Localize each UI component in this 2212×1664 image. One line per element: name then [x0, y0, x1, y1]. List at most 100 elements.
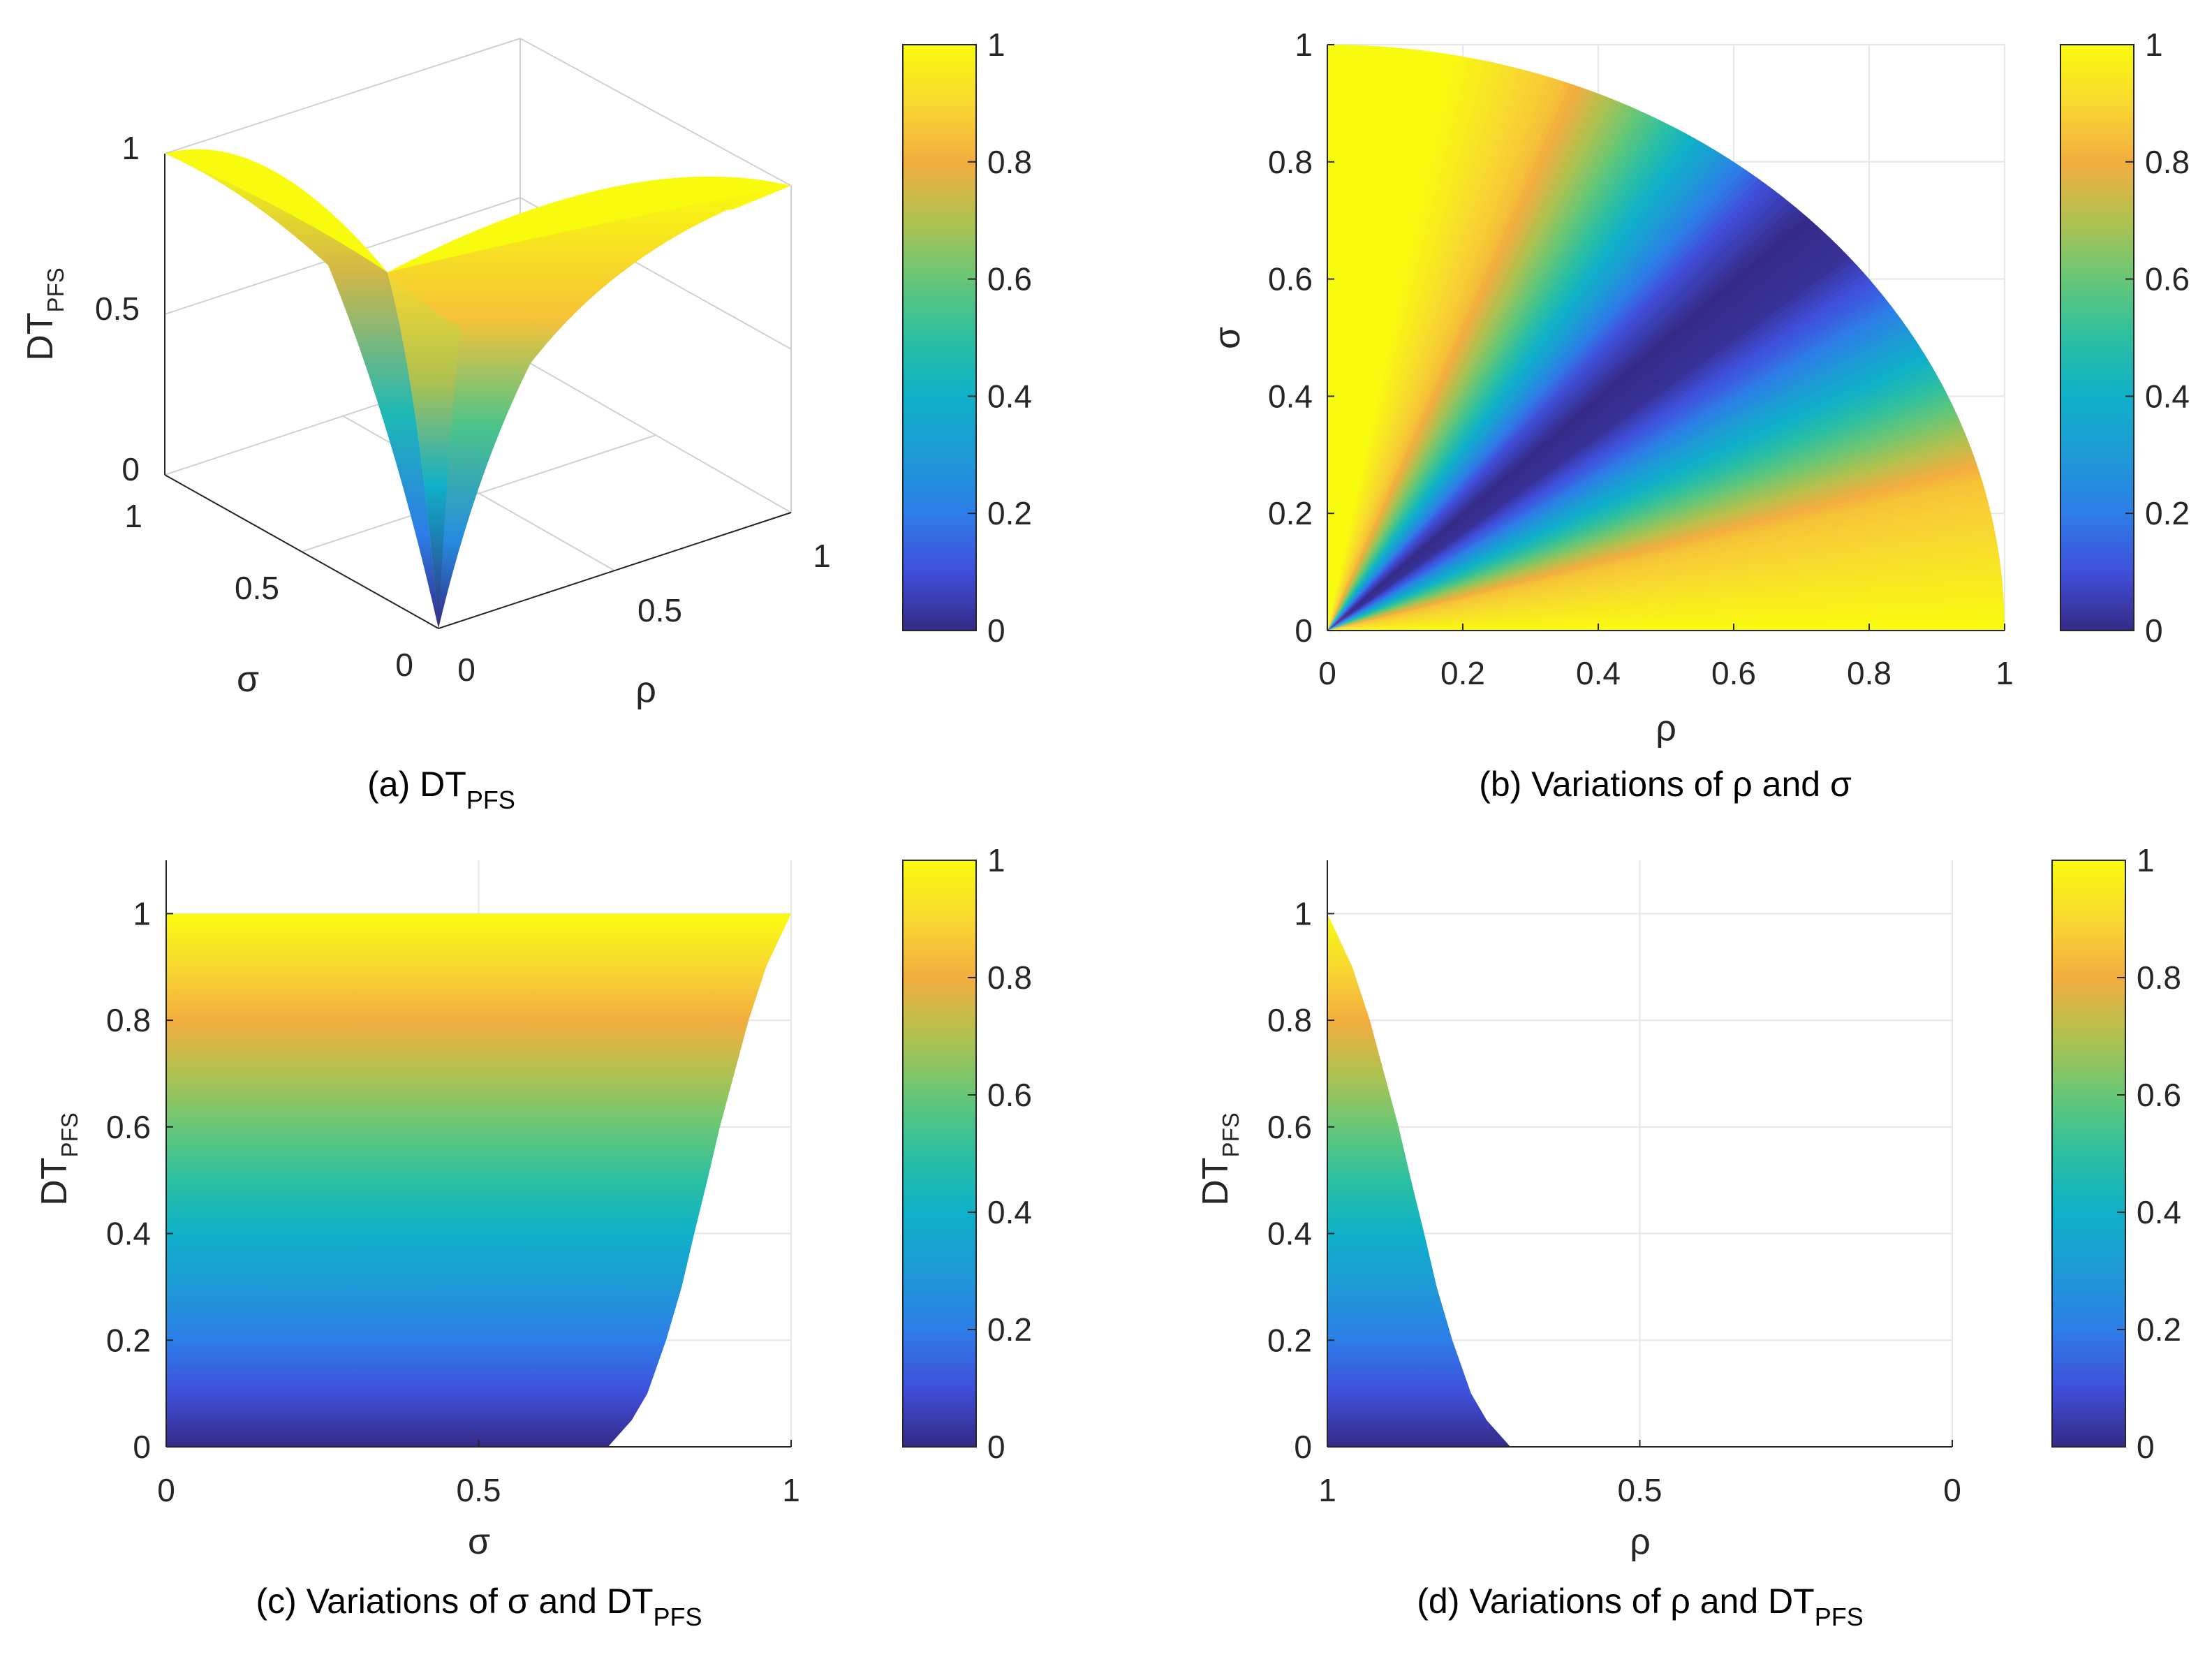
- panel-b-wedge: [1327, 45, 1713, 631]
- panel-c-area-plot: 0 0.5 100.20.40.60.81 σ DTPFS (c) Variatio…: [34, 860, 800, 1631]
- panel-b-wedge: [1327, 94, 1961, 631]
- colorbar-b-tick-label: 0.4: [2145, 378, 2190, 414]
- panel-b-wedge: [1327, 45, 1894, 631]
- panel-b-wedge: [1327, 45, 1686, 631]
- panel-b-wedge: [1327, 45, 1412, 631]
- panel-b-wedge: [1327, 103, 1972, 631]
- panel-b-wedge: [1327, 128, 1997, 631]
- panel-b-wedge: [1327, 45, 1665, 631]
- panel-b-wedge: [1327, 45, 1629, 631]
- panel-ytick-label: 0.4: [1267, 1216, 1312, 1252]
- panel-a-caption-sub: PFS: [466, 786, 515, 814]
- panel-b-wedge: [1327, 45, 1827, 631]
- panel-b-wedge: [1327, 45, 1511, 631]
- panel-b-caption: (b) Variations of ρ and σ: [1479, 765, 1852, 804]
- colorbar-b-tick-label: 0.6: [2145, 261, 2190, 297]
- colorbar-a-bar: [902, 44, 977, 631]
- panel-b-wedge: [1327, 45, 1775, 631]
- panel-b-wedge: [1327, 45, 1404, 631]
- colorbar-b-tick-label: 0: [2145, 612, 2163, 649]
- panel-b-wedge: [1327, 112, 1982, 631]
- panel-b-ytick-label: 0.8: [1268, 144, 1313, 180]
- panel-c-caption-sub: PFS: [654, 1603, 702, 1631]
- panel-d-caption: (d) Variations of ρ and DTPFS: [1417, 1582, 1863, 1631]
- panel-b-wedge: [1327, 45, 1833, 631]
- panel-b-wedge: [1327, 45, 1435, 631]
- panel-a-rho-label: ρ: [635, 670, 656, 710]
- panel-b-wedge: [1327, 45, 1794, 631]
- panel-b-wedge: [1327, 45, 1578, 631]
- panel-b-wedge: [1327, 45, 1755, 631]
- panel-b-wedge: [1327, 45, 1585, 631]
- panel-b-xtick-label: 1: [1996, 655, 2014, 691]
- panel-b-wedge: [1327, 45, 1473, 631]
- colorbar-d-tick-label: 0.2: [2137, 1311, 2181, 1348]
- colorbar-c-tick-label: 0.4: [987, 1194, 1032, 1230]
- colorbar-d-tick-label: 0.8: [2137, 959, 2181, 996]
- panel-b-wedge: [1327, 159, 2005, 631]
- colorbar-c-bar: [902, 860, 977, 1448]
- panel-b-wedge: [1327, 45, 1693, 631]
- panel-b-wedge: [1327, 61, 1922, 631]
- panel-b-wedge: [1327, 138, 2005, 631]
- panel-c-x-label: σ: [468, 1522, 490, 1562]
- panel-ytick-label: 0.2: [106, 1322, 151, 1358]
- panel-b-xtick-label: 0.8: [1847, 655, 1892, 691]
- panel-b-wedge: [1327, 45, 1488, 631]
- panel-b-wedge: [1327, 45, 1359, 631]
- panel-b-wedge: [1327, 45, 1450, 631]
- panel-b-wedges: [1327, 45, 2005, 631]
- panel-b-wedge: [1327, 45, 1651, 631]
- panel-xtick-label: 0: [1943, 1472, 1961, 1508]
- panel-b-wedge: [1327, 57, 1917, 631]
- panel-a-z-tick-0.5: 0.5: [95, 290, 140, 327]
- colorbar-c-tick-label: 0: [987, 1429, 1005, 1465]
- panel-b-wedge: [1327, 123, 1992, 631]
- panel-d-ticks: 1 0.5 0 0 0.2 0.4 0.6 0.8 1: [1267, 895, 1961, 1508]
- panel-b-wedge: [1327, 45, 1443, 631]
- colorbar-b-tick-label: 0.8: [2145, 144, 2190, 180]
- panel-b-wedge: [1327, 45, 1526, 631]
- panel-xtick-label: 1: [782, 1472, 800, 1508]
- panel-a-caption-main: (a) DT: [367, 765, 466, 804]
- panel-b-wedge: [1327, 45, 1351, 631]
- panel-b-wedge: [1327, 45, 1427, 631]
- colorbar-a-tick-label: 0.8: [987, 144, 1032, 180]
- panel-b-wedge: [1327, 133, 2002, 631]
- panel-b-wedge: [1327, 45, 1335, 631]
- surface-left-flank: [165, 154, 438, 628]
- panel-b-ytick-label: 0.6: [1268, 261, 1313, 297]
- panel-ytick-label: 0.6: [1267, 1109, 1312, 1145]
- panel-b-wedge: [1327, 45, 1899, 631]
- panel-b-wedge: [1327, 45, 1813, 631]
- panel-b-wedge: [1327, 45, 1734, 631]
- panel-b-wedge: [1327, 45, 1593, 631]
- colorbar-d: 0 0.2 0.4 0.6 0.8 1: [2051, 842, 2181, 1465]
- panel-a-z-label: DTPFS: [20, 267, 68, 361]
- panel-a-sigma-tick-0: 0: [395, 647, 413, 683]
- panel-ytick-label: 0: [1294, 1429, 1312, 1465]
- panel-ytick-label: 0.8: [106, 1002, 151, 1038]
- panel-b-wedge: [1327, 45, 1875, 631]
- colorbar-b-tick-label: 0.2: [2145, 495, 2190, 531]
- panel-xtick-label: 1: [1318, 1472, 1336, 1508]
- panel-ytick-label: 0: [133, 1429, 151, 1465]
- colorbar-c-tick-label: 0.6: [987, 1077, 1032, 1113]
- surface-inner-valley: [388, 272, 461, 628]
- panel-b-wedge: [1327, 98, 1966, 631]
- panel-b-wedge: [1327, 153, 2005, 631]
- panel-b-ytick-label: 1: [1295, 27, 1313, 63]
- panel-b-wedge: [1327, 108, 1977, 631]
- panel-a-sigma-axis-line: [164, 474, 439, 629]
- panel-b-wedge: [1327, 45, 1864, 631]
- panel-b-ticks: 0 0.2 0.4 0.6 0.8 1 0 0.2 0.4 0.6 0.8 1: [1268, 27, 2014, 691]
- panel-d-y-label-sub: PFS: [1218, 1112, 1244, 1157]
- panel-d-caption-main: (d) Variations of ρ and DT: [1417, 1582, 1814, 1621]
- panel-b-wedge: [1327, 45, 1548, 631]
- colorbar-d-tick-label: 0.6: [2137, 1077, 2181, 1113]
- panel-b-wedge: [1327, 45, 1807, 631]
- panel-b-wedge: [1327, 45, 1563, 631]
- panel-b-wedge: [1327, 45, 1373, 631]
- panel-b-wedge: [1327, 45, 1614, 631]
